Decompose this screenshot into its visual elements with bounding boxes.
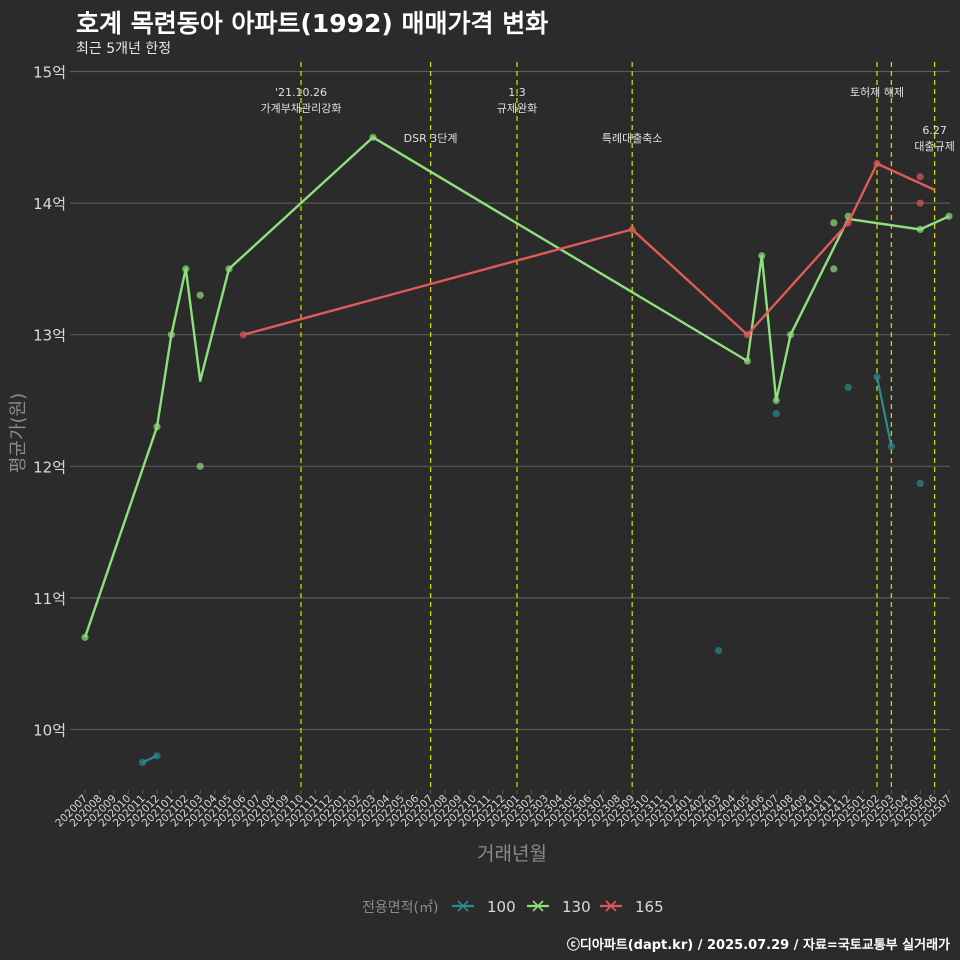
data-point <box>743 331 752 339</box>
event-label: 6.27 <box>922 124 947 137</box>
data-point <box>196 462 204 470</box>
x-axis-title: 거래년월 <box>477 843 547 865</box>
series-line <box>243 162 936 336</box>
y-tick-label: 11억 <box>33 590 66 608</box>
legend-label: 100 <box>487 898 516 916</box>
data-point <box>945 212 953 220</box>
y-tick-label: 14억 <box>33 195 66 213</box>
data-point <box>916 225 924 234</box>
event-label: 특례대출축소 <box>602 132 663 145</box>
data-point <box>844 219 852 227</box>
chart-subtitle: 최근 5개년 한정 <box>76 41 172 57</box>
data-point <box>758 252 766 260</box>
data-point <box>830 219 838 227</box>
event-label: 1.3 <box>508 86 526 99</box>
data-point <box>369 133 377 141</box>
data-point <box>182 265 190 273</box>
legend-label: 165 <box>635 898 664 916</box>
data-point <box>139 758 147 767</box>
y-axis-ticks: 10억 11억 12억 13억 14억 15억 <box>33 64 66 740</box>
data-point <box>628 225 636 234</box>
legend-items: 100 130 165 <box>452 898 664 916</box>
data-point <box>239 331 247 339</box>
data-point <box>772 396 780 405</box>
data-point <box>153 423 161 431</box>
legend-item-130: 130 <box>527 898 591 916</box>
y-tick-label: 15억 <box>33 64 66 82</box>
legend-swatch-cross <box>532 900 544 912</box>
event-label: 토허제 해제 <box>850 85 904 99</box>
legend-item-165: 165 <box>600 898 664 916</box>
data-point <box>873 160 881 168</box>
y-tick-label: 10억 <box>33 722 66 740</box>
data-point <box>873 373 881 381</box>
series-group <box>81 133 953 767</box>
footer-credit: ⓒ디아파트(dapt.kr) / 2025.07.29 / 자료=국토교통부 실… <box>566 938 950 953</box>
y-tick-label: 13억 <box>33 327 66 345</box>
event-label: 규제완화 <box>497 102 537 115</box>
series-line <box>875 376 893 447</box>
legend-swatch-cross <box>605 900 617 912</box>
event-label: 대출규제 <box>914 140 954 153</box>
event-label: DSR 3단계 <box>404 132 458 145</box>
x-axis-ticks: 2020072020082020092020102020112020122021… <box>53 790 954 829</box>
legend-item-100: 100 <box>452 898 516 916</box>
y-axis-title: 평균가(원) <box>8 393 29 473</box>
y-tick-label: 12억 <box>33 458 66 476</box>
legend-swatch-cross <box>457 900 469 912</box>
data-point <box>772 410 780 418</box>
data-point <box>787 331 795 339</box>
data-point <box>844 383 852 391</box>
data-point <box>916 479 924 488</box>
data-point <box>916 173 924 181</box>
legend-title: 전용면적(㎡) <box>362 900 438 916</box>
data-point <box>225 265 233 273</box>
data-point <box>887 442 896 451</box>
chart-title: 호계 목련동아 아파트(1992) 매매가격 변화 <box>76 9 549 38</box>
event-label: '21.10.26 <box>275 86 327 99</box>
data-point <box>830 265 838 273</box>
data-point <box>167 331 175 339</box>
data-point <box>916 199 924 207</box>
data-point <box>81 633 89 641</box>
legend-label: 130 <box>562 898 591 916</box>
data-point <box>715 646 723 655</box>
data-point <box>153 752 161 760</box>
data-point <box>743 357 752 365</box>
event-label: 가계부채관리강화 <box>261 102 342 115</box>
legend: 전용면적(㎡) 100 130 165 <box>362 898 664 916</box>
series-165 <box>239 160 936 339</box>
grid-lines <box>70 70 950 731</box>
series-100 <box>139 373 924 767</box>
data-point <box>196 291 204 299</box>
